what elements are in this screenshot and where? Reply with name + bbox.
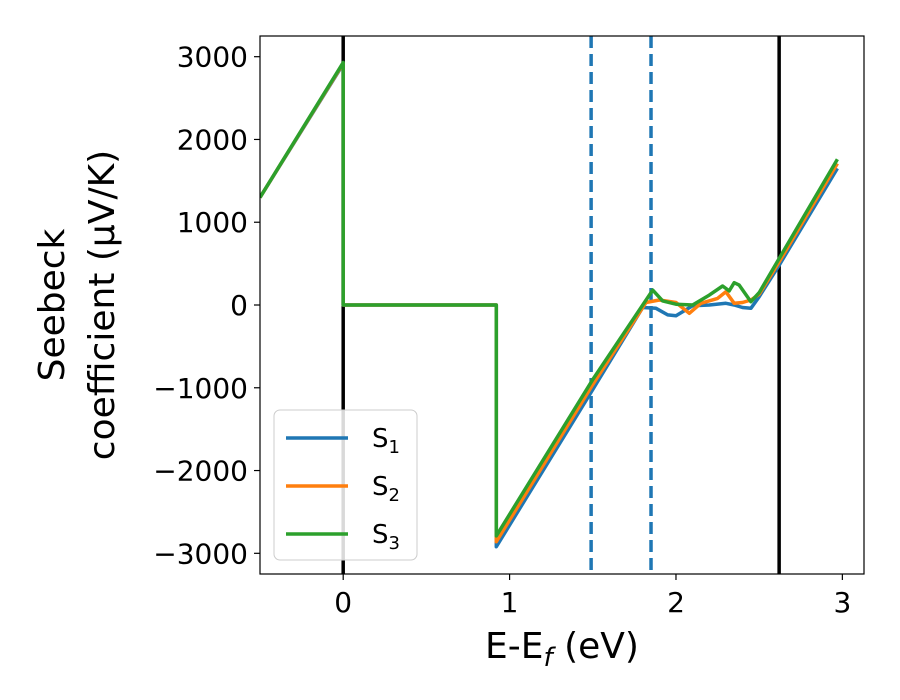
x-axis-title-unit: (eV) [553,626,639,667]
y-tick-label: 2000 [177,123,248,156]
y-axis-title-line1: Seebeck [32,228,73,381]
series-lines [260,60,839,549]
x-axis-ticks: 0 1 2 3 [334,574,851,619]
y-axis-title: Seebeck coefficient (μV/K) [32,150,123,460]
x-tick-label: 1 [501,586,519,619]
legend: S1 S2 S3 [273,409,418,561]
x-tick-label: 3 [833,586,851,619]
y-axis-title-line2: coefficient (μV/K) [82,150,123,460]
legend-label-3: S3 [372,520,400,554]
legend-label-1: S1 [372,424,400,458]
series-line-3 [260,60,839,538]
y-tick-label: 3000 [177,41,248,74]
x-tick-label: 2 [667,586,685,619]
y-axis-ticks: 3000 2000 1000 0 −1000 −2000 −3000 [153,41,260,570]
y-tick-label: −2000 [153,455,248,488]
legend-label-2: S2 [372,472,400,506]
y-tick-label: −1000 [153,372,248,405]
x-tick-label: 0 [334,586,352,619]
y-tick-label: 1000 [177,206,248,239]
y-tick-label: −3000 [153,537,248,570]
y-tick-label: 0 [230,289,248,322]
x-axis-title: E-Ef (eV) [485,626,639,673]
x-axis-title-main: E-E [485,626,543,667]
